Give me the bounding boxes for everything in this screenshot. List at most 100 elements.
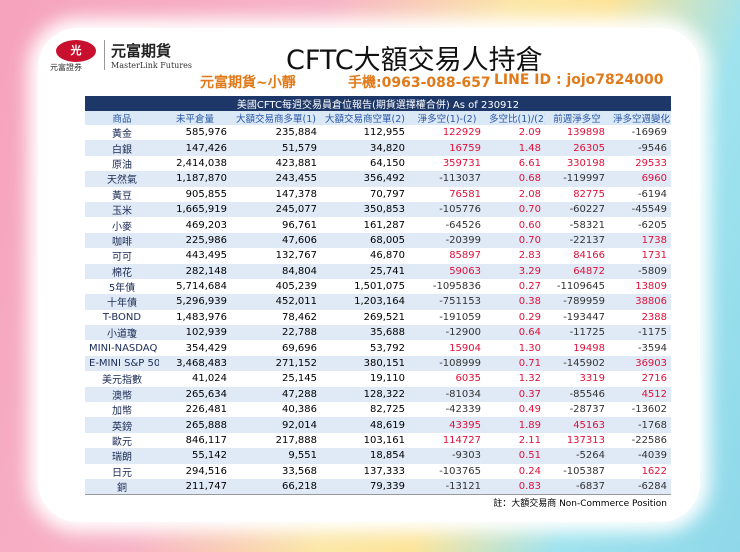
cell: 19498: [545, 340, 609, 356]
cell: -85546: [545, 386, 609, 403]
commodity: 咖啡: [85, 232, 159, 249]
cell: 3,468,483: [159, 355, 231, 372]
cell: 132,767: [231, 248, 321, 264]
cell: 1738: [609, 232, 672, 249]
table-row: 5年債 5,714,684 405,239 1,501,075 -1095836 0.27…: [85, 278, 672, 295]
cell: 0.70: [485, 232, 545, 249]
cell: 0.37: [485, 386, 545, 403]
cell: 282,148: [159, 263, 231, 279]
commodity: 可可: [85, 248, 159, 264]
cell: -16969: [609, 125, 672, 141]
cell: 0.24: [485, 463, 545, 479]
cell: 128,322: [321, 386, 409, 403]
cell: 443,495: [159, 248, 231, 264]
commodity: 黃豆: [85, 186, 159, 202]
cell: 112,955: [321, 125, 409, 141]
commodity: 5年債: [85, 278, 159, 295]
cell: 0.70: [485, 201, 545, 218]
cell: 2.11: [485, 432, 545, 449]
cell: 84,804: [231, 263, 321, 279]
cell: 103,161: [321, 432, 409, 449]
cell: 0.51: [485, 448, 545, 464]
table-row: T-BOND 1,483,976 78,462 269,521 -191059 0.29-…: [85, 309, 672, 326]
cell: -20399: [409, 232, 485, 249]
table-row: 英鎊 265,888 92,014 48,619 43395 1.89 45163 -1768: [85, 417, 672, 433]
commodity: 日元: [85, 463, 159, 479]
cell: -45549: [609, 201, 672, 218]
cell: 139898: [545, 125, 609, 141]
table-row: 可可 443,495 132,767 46,870 85897 2.83 84166 1731: [85, 248, 672, 264]
cell: 423,881: [231, 155, 321, 172]
table-row: 銅 211,747 66,218 79,339 -13121 0.83 -6837 -6284: [85, 478, 672, 495]
cell: 122929: [409, 125, 485, 141]
cell: 69,696: [231, 340, 321, 356]
cell: 380,151: [321, 355, 409, 372]
cell: 36903: [609, 355, 672, 372]
cell: 25,145: [231, 371, 321, 387]
cell: 350,853: [321, 201, 409, 218]
cell: 217,888: [231, 432, 321, 449]
cftc-table: 美國CFTC每週交易員倉位報告(期貨選擇權合併) As of 230912 商品…: [85, 96, 672, 511]
cell: 64,150: [321, 155, 409, 172]
cell: 22,788: [231, 325, 321, 341]
cell: -13602: [609, 402, 672, 418]
cell: 18,854: [321, 448, 409, 464]
cell: -81034: [409, 386, 485, 403]
cell: -5809: [609, 263, 672, 279]
cell: 0.49: [485, 402, 545, 418]
cell: 79,339: [321, 478, 409, 495]
contact-phone: 手機:0963-088-657: [348, 75, 491, 91]
footnote: 註：大額交易商 Non-Commerce Position: [85, 494, 672, 511]
cell: -103765: [409, 463, 485, 479]
table-row: 美元指數 41,024 25,145 19,110 6035 1.32 3319 2716: [85, 371, 672, 387]
column-header: 淨多空週變化: [609, 111, 672, 125]
commodity: 小麥: [85, 217, 159, 233]
cell: -6837: [545, 478, 609, 495]
commodity: 小道瓊: [85, 325, 159, 341]
cell: 70,797: [321, 186, 409, 202]
cell: -105387: [545, 463, 609, 479]
cell: 1,187,870: [159, 171, 231, 187]
column-header: 前週淨多空: [545, 111, 609, 125]
cell: 33,568: [231, 463, 321, 479]
cell: -789959: [545, 294, 609, 310]
commodity: 天然氣: [85, 171, 159, 187]
cell: 9,551: [231, 448, 321, 464]
cell: 452,011: [231, 294, 321, 310]
column-header: 未平倉量: [159, 111, 231, 125]
cell: 3319: [545, 371, 609, 387]
cell: -108999: [409, 355, 485, 372]
cell: 41,024: [159, 371, 231, 387]
title: CFTC大額交易人持倉: [286, 45, 543, 76]
cell: 225,986: [159, 232, 231, 249]
table-row: 黃豆 905,855 147,378 70,797 76581 2.08 82775 -619…: [85, 186, 672, 202]
cell: 26305: [545, 140, 609, 156]
table-row: 十年債 5,296,939 452,011 1,203,164 -751153 0.38-…: [85, 294, 672, 310]
cell: 35,688: [321, 325, 409, 341]
commodity: 加幣: [85, 402, 159, 418]
commodity: 棉花: [85, 263, 159, 279]
cell: 0.64: [485, 325, 545, 341]
cell: -12900: [409, 325, 485, 341]
cell: 84166: [545, 248, 609, 264]
cell: 29533: [609, 155, 672, 172]
cell: -1109645: [545, 278, 609, 295]
cell: 265,888: [159, 417, 231, 433]
contact-name: 元富期貨~小靜: [200, 75, 296, 91]
cell: -22586: [609, 432, 672, 449]
cell: 3.29: [485, 263, 545, 279]
logo-sub: 元富證券: [50, 63, 82, 72]
cell: -6205: [609, 217, 672, 233]
table-row: E-MINI S&P 500 3,468,483 271,152 380,151 -10…: [85, 355, 672, 372]
cell: 469,203: [159, 217, 231, 233]
cell: 269,521: [321, 309, 409, 326]
cell: 0.60: [485, 217, 545, 233]
cell: 265,634: [159, 386, 231, 403]
cell: -1175: [609, 325, 672, 341]
column-header: 淨多空(1)-(2): [409, 111, 485, 125]
commodity: 英鎊: [85, 417, 159, 433]
cell: 1.89: [485, 417, 545, 433]
table-row: 咖啡 225,986 47,606 68,005 -20399 0.70 -22137 173…: [85, 232, 672, 249]
cell: 0.68: [485, 171, 545, 187]
cell: 4512: [609, 386, 672, 403]
